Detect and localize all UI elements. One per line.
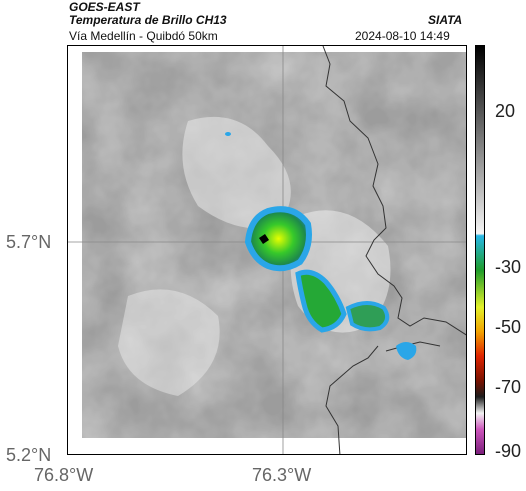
datetime-label: 2024-08-10 14:49 — [355, 29, 450, 43]
boundary-line — [322, 46, 466, 336]
location-marker — [259, 234, 269, 244]
colorbar-tick-20: 20 — [495, 101, 516, 121]
map-canvas — [68, 46, 466, 454]
colorbar-tick--90: -90 — [495, 441, 522, 461]
lon-label-76-8: 76.8°W — [34, 465, 94, 485]
colorbar-tick--30: -30 — [495, 257, 522, 277]
lat-label-5-2: 5.2°N — [6, 445, 52, 465]
convective-cell-east — [345, 301, 390, 332]
lon-label-76-3: 76.3°W — [252, 465, 312, 485]
convective-cell-main — [244, 206, 312, 272]
colorbar-tick--70: -70 — [495, 377, 522, 397]
colorbar — [475, 45, 485, 455]
product-title: Temperatura de Brillo CH13 — [69, 13, 227, 27]
boundary-line — [325, 345, 379, 454]
colorbar-gradient — [476, 46, 484, 454]
route-label: Vía Medellín - Quibdó 50km — [69, 29, 218, 43]
org-label: SIATA — [428, 13, 463, 27]
convective-cell-tail — [295, 269, 347, 333]
light-area — [118, 289, 220, 396]
convective-cell-small — [396, 342, 417, 360]
light-area — [182, 116, 291, 229]
colorbar-tick--50: -50 — [495, 317, 522, 337]
lat-label-5-7: 5.7°N — [6, 232, 52, 252]
satellite-name: GOES-EAST — [69, 0, 140, 14]
tiny-cell — [225, 132, 231, 136]
map-panel[interactable] — [67, 45, 467, 455]
